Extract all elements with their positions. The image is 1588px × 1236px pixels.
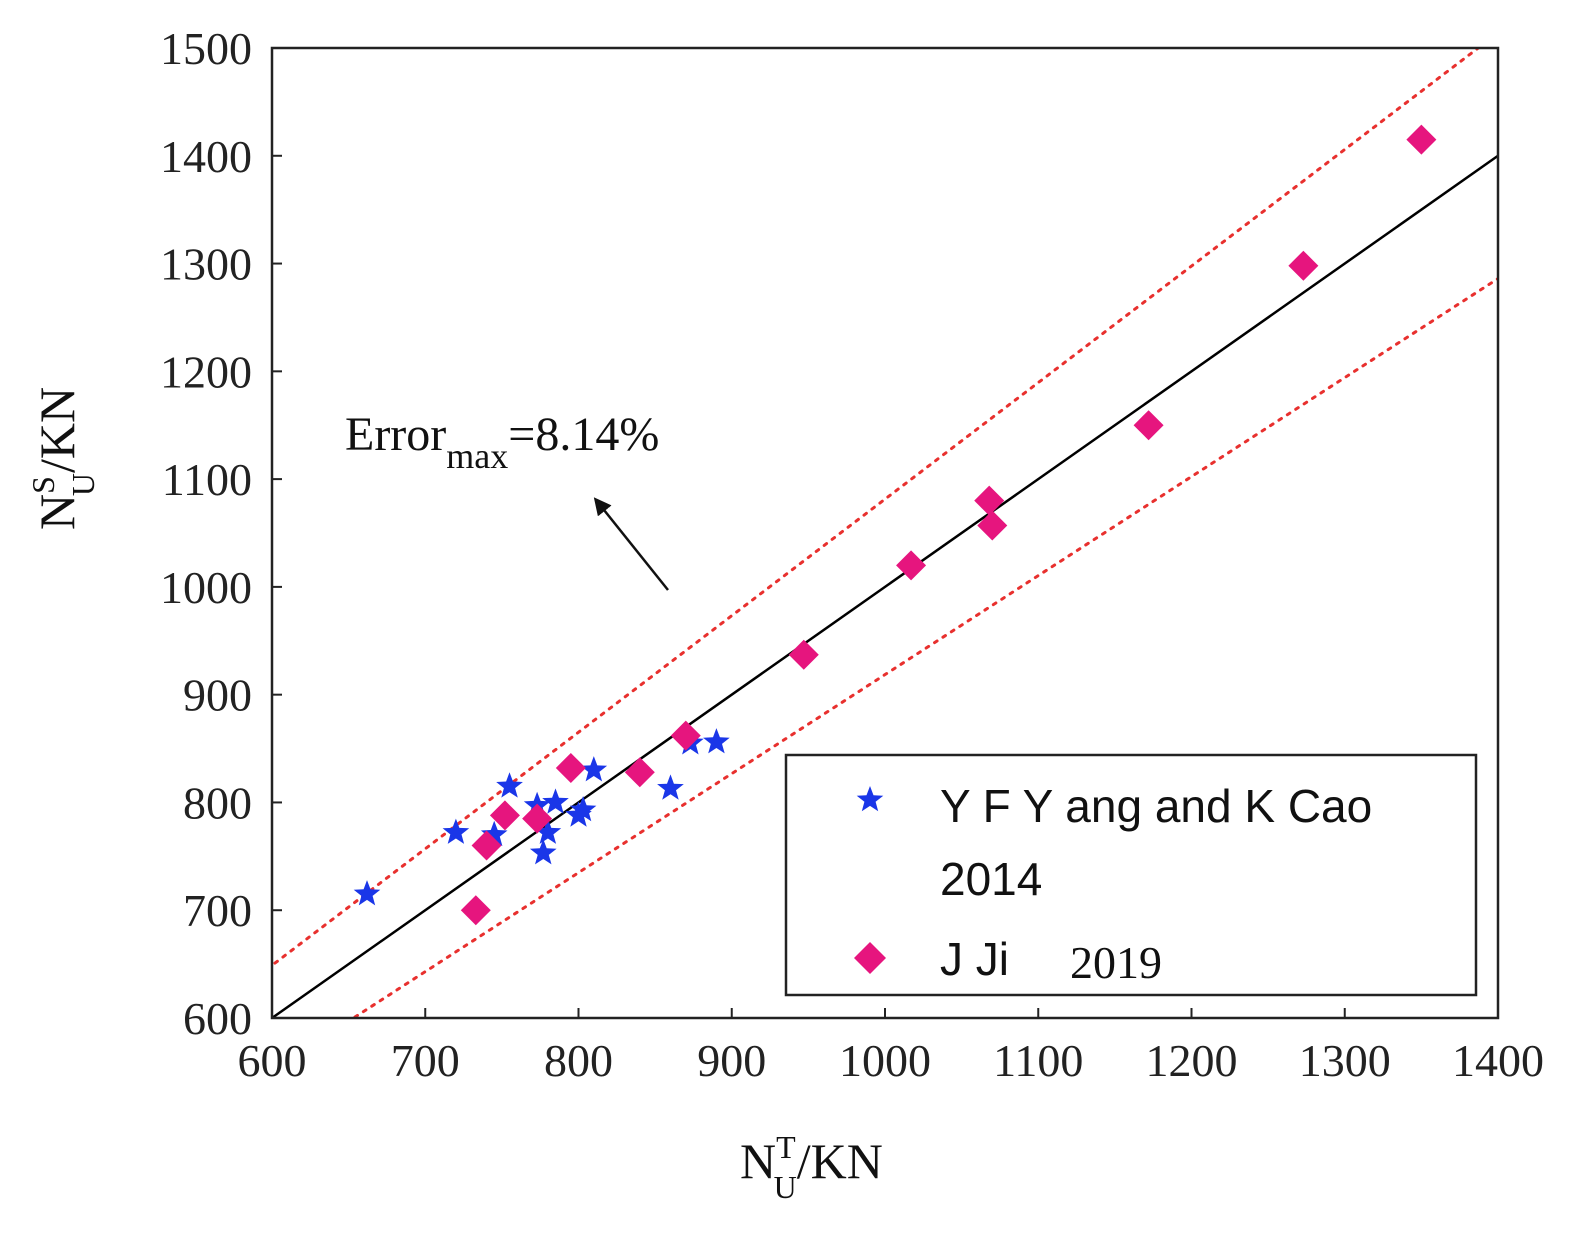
x-tick-label: 1100 bbox=[993, 1035, 1083, 1086]
x-tick-label: 1300 bbox=[1299, 1035, 1391, 1086]
legend-label-yang: Y F Y ang and K Cao bbox=[940, 780, 1372, 832]
x-tick-label: 700 bbox=[391, 1035, 460, 1086]
y-tick-label: 800 bbox=[183, 777, 252, 828]
x-axis: 600 700 800 900 1000 1100 1200 1300 1400 bbox=[238, 1008, 1544, 1086]
diamond-point bbox=[1133, 410, 1164, 441]
diamond-point bbox=[460, 895, 491, 926]
star-point bbox=[569, 796, 597, 822]
reference-line bbox=[272, 154, 1498, 1018]
annotation-prefix: Error bbox=[345, 408, 446, 461]
star-point bbox=[657, 774, 684, 800]
y-tick-label: 1100 bbox=[162, 454, 252, 505]
diamond-point bbox=[489, 800, 520, 831]
reference-line bbox=[350, 276, 1498, 1018]
x-tick-label: 800 bbox=[544, 1035, 613, 1086]
x-tick-label: 600 bbox=[238, 1035, 307, 1086]
diamond-point bbox=[788, 639, 819, 670]
diamond-point bbox=[555, 752, 586, 783]
y-tick-label: 1300 bbox=[160, 239, 252, 290]
diamond-point bbox=[624, 757, 655, 788]
star-point bbox=[580, 756, 608, 782]
legend-label-yang-year: 2014 bbox=[940, 853, 1042, 905]
y-axis: 600 700 800 900 1000 1100 1200 1300 1400 1500 bbox=[160, 23, 282, 1044]
annotation-label: Errormax=8.14% bbox=[345, 408, 659, 476]
star-point bbox=[480, 820, 508, 847]
star-point bbox=[534, 818, 562, 844]
reference-lines bbox=[272, 48, 1498, 1018]
legend-diamond-icon bbox=[854, 942, 886, 974]
data-points bbox=[353, 124, 1437, 926]
star-point bbox=[442, 818, 470, 844]
y-axis-title: NS U/KN bbox=[25, 387, 101, 530]
diamond-point bbox=[1288, 250, 1319, 281]
diamond-point bbox=[1406, 124, 1437, 155]
star-point bbox=[703, 728, 730, 754]
diamond-point bbox=[896, 550, 927, 581]
star-point bbox=[353, 880, 381, 906]
x-tick-label: 1400 bbox=[1452, 1035, 1544, 1086]
y-tick-label: 1500 bbox=[160, 23, 252, 74]
annotation-arrow bbox=[593, 497, 669, 591]
y-tick-label: 1400 bbox=[160, 131, 252, 182]
legend-star-icon bbox=[856, 786, 884, 812]
legend-box bbox=[784, 753, 1478, 997]
star-point bbox=[542, 788, 569, 814]
annotation-suffix: =8.14% bbox=[508, 408, 659, 461]
error-annotation: Errormax=8.14% bbox=[345, 408, 669, 591]
y-tick-label: 1000 bbox=[160, 562, 252, 613]
y-tick-label: 900 bbox=[183, 670, 252, 721]
y-tick-label: 700 bbox=[183, 885, 252, 936]
legend: Y F Y ang and K Cao 2014 J Ji 2019 bbox=[784, 753, 1478, 997]
x-tick-label: 1000 bbox=[839, 1035, 931, 1086]
x-axis-title: NT U/KN bbox=[740, 1129, 883, 1205]
legend-label-ji: J Ji bbox=[940, 933, 1009, 985]
diamond-point bbox=[471, 830, 502, 861]
diamond-point bbox=[977, 510, 1008, 541]
x-tick-label: 1200 bbox=[1146, 1035, 1238, 1086]
annotation-subscript: max bbox=[446, 436, 508, 476]
x-tick-label: 900 bbox=[697, 1035, 766, 1086]
diamond-point bbox=[522, 803, 553, 834]
y-tick-label: 1200 bbox=[160, 346, 252, 397]
star-point bbox=[496, 772, 523, 798]
diamond-point bbox=[974, 485, 1005, 516]
legend-label-ji-year: 2019 bbox=[1070, 937, 1162, 988]
y-tick-label: 600 bbox=[183, 993, 252, 1044]
reference-line bbox=[272, 48, 1481, 968]
diamond-point bbox=[670, 720, 701, 751]
star-point bbox=[529, 839, 557, 865]
